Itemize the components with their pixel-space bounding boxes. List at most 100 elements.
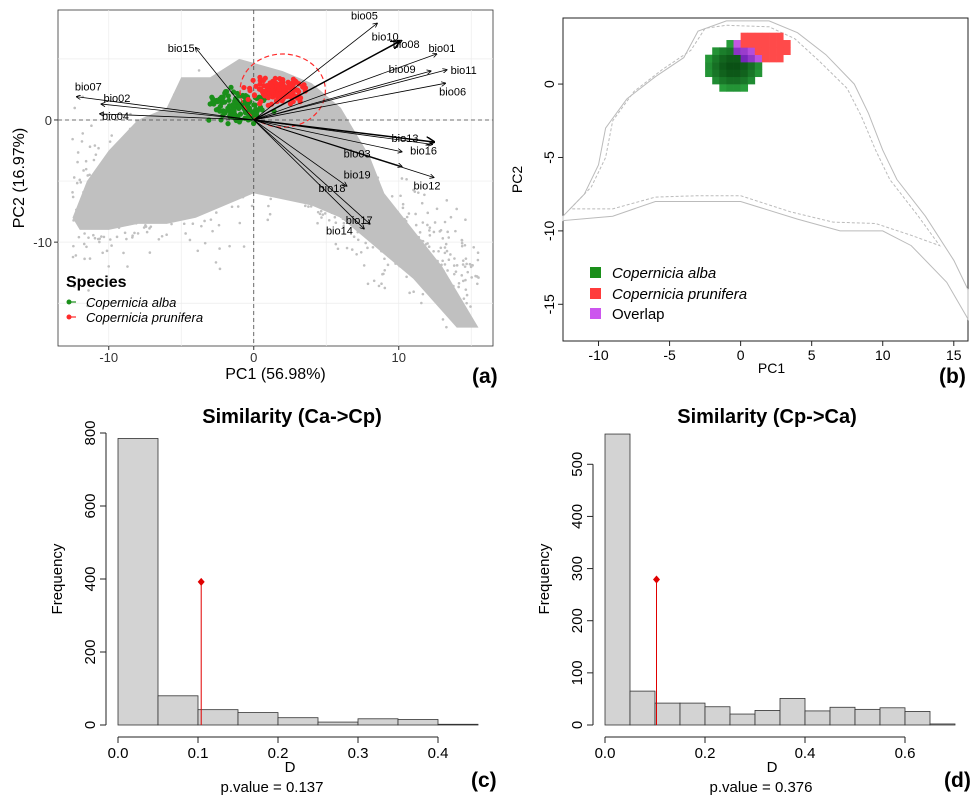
y-tick-label: 0 [45, 113, 52, 128]
cloud-point [136, 232, 140, 235]
cloud-point [144, 190, 147, 194]
cloud-point [213, 148, 216, 152]
cloud-point [321, 213, 325, 216]
cloud-point [196, 144, 199, 147]
cloud-point [72, 219, 75, 222]
niche-density-cells [705, 32, 791, 92]
cloud-point [381, 243, 385, 247]
cloud-point [163, 190, 167, 193]
cloud-point [340, 173, 344, 177]
cloud-point [265, 167, 269, 170]
cloud-point [341, 217, 345, 220]
cloud-point [329, 192, 332, 195]
cloud-point [266, 218, 270, 222]
alba-cell [719, 54, 727, 63]
panel-d-bars [604, 433, 956, 726]
prunifera-cell [761, 32, 770, 41]
cloud-point [358, 178, 361, 182]
cloud-point [428, 234, 432, 237]
histogram-bar [629, 690, 656, 726]
prunifera-cell [783, 47, 791, 56]
panel-d-observed-marker [653, 575, 660, 725]
cloud-point [174, 123, 178, 127]
cloud-point [319, 201, 323, 205]
cloud-point [302, 170, 306, 174]
cloud-point [336, 247, 340, 251]
cloud-point [312, 199, 316, 202]
cloud-point [189, 192, 193, 196]
cloud-point [84, 202, 88, 205]
cloud-point [417, 256, 420, 259]
cloud-point [87, 187, 90, 190]
cloud-point [74, 254, 78, 257]
cloud-point [327, 218, 331, 222]
cloud-point [428, 229, 431, 232]
cloud-point [222, 144, 226, 148]
cloud-point [134, 158, 137, 162]
cloud-point [222, 201, 226, 205]
loading-arrow-bio15 [196, 48, 255, 121]
x-tick-label: 0.4 [428, 745, 449, 762]
cloud-point [310, 168, 314, 171]
prunifera-cell [769, 47, 777, 56]
histogram-bar [829, 706, 856, 726]
cloud-point [361, 230, 364, 233]
cloud-point [157, 209, 161, 213]
cloud-point [453, 257, 456, 260]
cloud-point [357, 198, 360, 201]
cloud-point [258, 130, 262, 134]
cloud-point [466, 270, 470, 274]
cloud-point [229, 179, 233, 183]
cloud-point [358, 170, 361, 174]
cloud-point [372, 279, 376, 283]
loading-label-bio06: bio06 [439, 86, 466, 98]
cloud-point [234, 156, 238, 160]
cloud-point [375, 239, 378, 243]
cloud-point [116, 217, 120, 221]
cloud-point [461, 259, 465, 262]
cloud-point [434, 268, 438, 272]
prunifera-cell [761, 40, 770, 48]
histogram-bar [317, 721, 359, 726]
cloud-point [75, 215, 79, 218]
cloud-point [96, 183, 99, 187]
cloud-point [356, 238, 360, 242]
cloud-point [417, 235, 421, 239]
panel-c-x-axis-label: D [285, 759, 296, 776]
cloud-point [166, 174, 169, 178]
cloud-point [243, 178, 247, 182]
cloud-point [457, 282, 461, 285]
cloud-point [227, 195, 231, 199]
cloud-point [461, 279, 465, 283]
y-tick-label: 0 [541, 80, 557, 88]
panel-d-x-axis-label: D [767, 759, 778, 776]
cloud-point [128, 127, 132, 131]
cloud-point [282, 136, 285, 140]
cloud-point [398, 264, 401, 268]
cloud-point [382, 272, 385, 276]
cloud-point [230, 150, 234, 154]
prunifera-cell [776, 47, 784, 56]
cloud-point [238, 182, 241, 186]
cloud-point [409, 240, 413, 244]
histogram-bar [157, 695, 199, 726]
x-tick-label: 5 [808, 347, 816, 363]
cloud-point [129, 215, 133, 219]
cloud-point [174, 200, 178, 203]
cloud-point [125, 198, 129, 202]
cloud-point [100, 235, 103, 238]
legend-overlap-square [590, 308, 601, 319]
cloud-point [76, 160, 79, 164]
prunifera-point [265, 102, 271, 108]
cloud-point [283, 194, 287, 198]
cloud-point [225, 196, 229, 200]
prunifera-point [292, 86, 298, 92]
cloud-point [154, 151, 157, 155]
cloud-point [112, 172, 115, 176]
panel-c-letter: (c) [471, 769, 497, 792]
cloud-point [87, 236, 90, 239]
loading-arrow-bio14 [253, 119, 364, 229]
cloud-point [376, 197, 379, 200]
cloud-point [299, 180, 302, 183]
